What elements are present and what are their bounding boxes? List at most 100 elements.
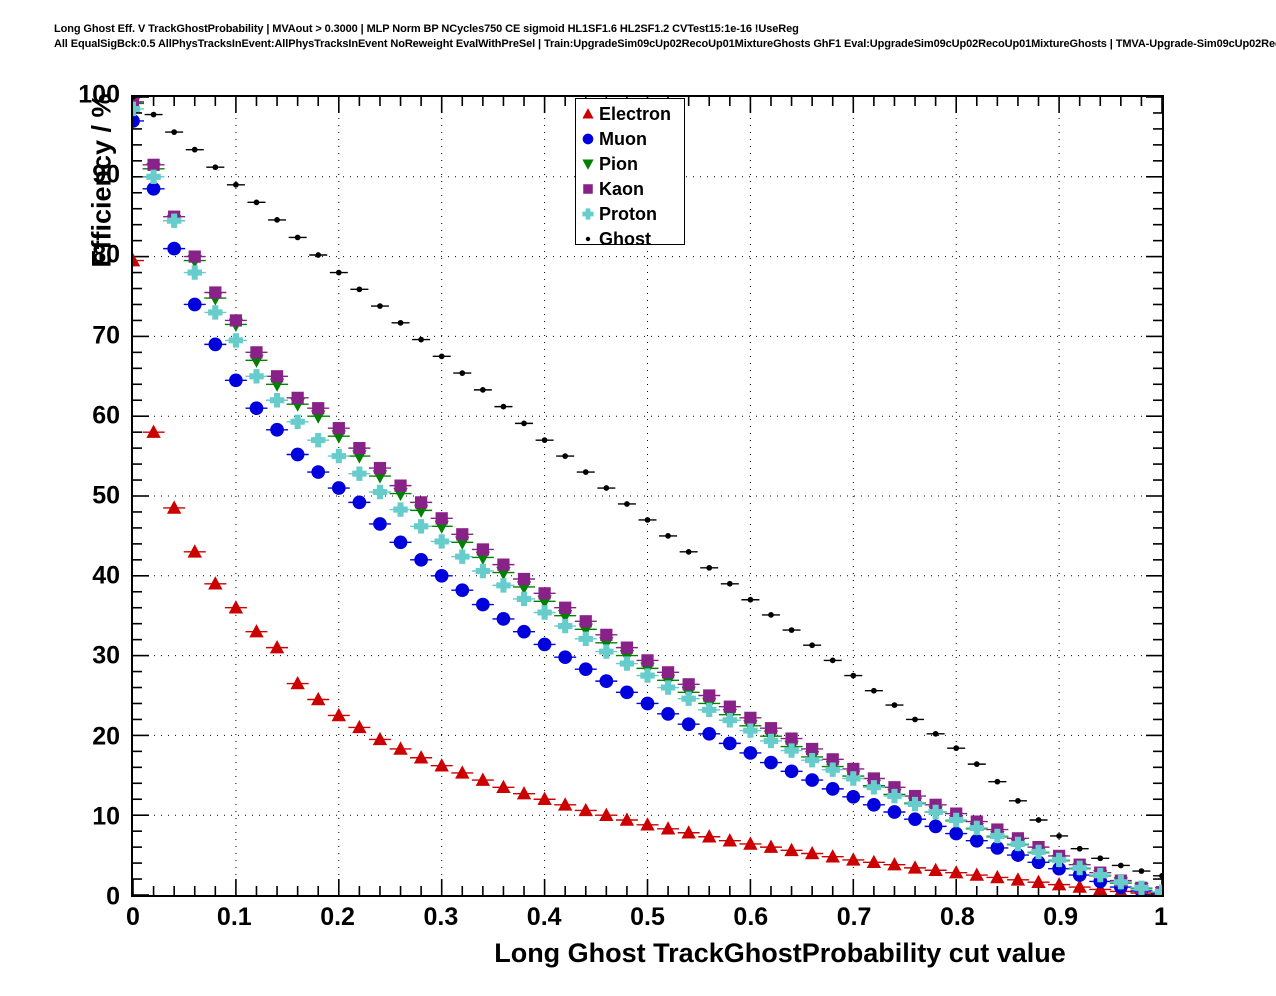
- data-point-marker: [805, 773, 819, 787]
- data-point-marker: [747, 596, 754, 603]
- data-point-marker: [455, 549, 470, 564]
- data-point-marker: [557, 797, 573, 811]
- data-point-marker: [356, 286, 363, 293]
- series-electron: [133, 253, 1162, 895]
- data-point-marker: [516, 786, 532, 800]
- y-tick-label: 60: [92, 401, 120, 430]
- x-tick-label: 0.2: [320, 903, 355, 931]
- legend-entry-muon[interactable]: Muon: [578, 126, 684, 151]
- x-tick-label: 0.8: [940, 903, 975, 931]
- data-point-marker: [311, 432, 326, 448]
- data-point-marker: [353, 442, 366, 455]
- data-point-marker: [311, 691, 326, 706]
- y-tick-label: 30: [92, 641, 120, 670]
- data-point-marker: [1117, 862, 1124, 869]
- data-point-marker: [377, 303, 383, 309]
- cross-marker-icon: [578, 204, 598, 224]
- title-line-2: All EqualSigBck:0.5 AllPhysTracksInEvent…: [54, 38, 1276, 50]
- data-point-marker: [887, 788, 902, 804]
- data-point-marker: [578, 662, 593, 677]
- data-point-marker: [1072, 879, 1087, 893]
- data-point-marker: [1031, 855, 1046, 870]
- data-point-marker: [459, 370, 466, 376]
- data-point-marker: [208, 337, 223, 352]
- data-point-marker: [1031, 844, 1046, 860]
- data-point-marker: [887, 805, 902, 819]
- data-point-marker: [270, 370, 284, 383]
- data-point-marker: [229, 373, 243, 388]
- data-point-marker: [579, 615, 592, 628]
- data-point-marker: [599, 807, 614, 821]
- data-point-marker: [619, 656, 635, 671]
- data-point-marker: [1093, 867, 1108, 883]
- data-point-marker: [583, 183, 593, 194]
- x-tick-label: 0.9: [1043, 903, 1079, 931]
- data-point-marker: [1056, 833, 1062, 839]
- data-point-marker: [496, 612, 511, 626]
- legend-entry-ghost[interactable]: Ghost: [578, 226, 684, 251]
- data-point-marker: [912, 716, 918, 723]
- data-point-marker: [867, 797, 881, 812]
- legend-label: Kaon: [599, 178, 644, 199]
- legend-entry-proton[interactable]: Proton: [578, 201, 684, 226]
- legend-entry-electron[interactable]: Electron: [578, 101, 684, 126]
- y-tick-label: 80: [92, 240, 120, 269]
- data-point-marker: [187, 265, 202, 280]
- data-point-marker: [1011, 848, 1025, 862]
- data-point-marker: [702, 829, 717, 843]
- data-point-marker: [476, 597, 490, 612]
- data-point-marker: [764, 755, 778, 770]
- data-point-marker: [1015, 797, 1021, 804]
- data-point-marker: [500, 403, 507, 410]
- data-point-marker: [253, 199, 260, 206]
- data-point-marker: [270, 422, 284, 437]
- data-point-marker: [438, 353, 445, 360]
- data-point-marker: [619, 812, 635, 826]
- data-point-marker: [537, 605, 552, 620]
- legend-entry-kaon[interactable]: Kaon: [578, 176, 684, 201]
- data-point-marker: [1154, 884, 1162, 895]
- data-point-marker: [393, 502, 408, 517]
- data-point-marker: [208, 305, 223, 320]
- data-point-marker: [133, 101, 141, 117]
- data-point-marker: [250, 346, 263, 359]
- data-point-marker: [1138, 868, 1145, 874]
- data-point-marker: [167, 241, 181, 256]
- legend-entry-pion[interactable]: Pion: [578, 151, 684, 176]
- data-point-marker: [558, 650, 573, 665]
- data-point-marker: [228, 333, 244, 348]
- data-point-marker: [994, 778, 1001, 785]
- data-point-marker: [233, 181, 239, 188]
- data-point-marker: [150, 111, 157, 118]
- data-point-marker: [846, 790, 861, 804]
- data-point-marker: [1010, 836, 1026, 852]
- data-point-marker: [496, 578, 511, 593]
- data-point-marker: [578, 631, 593, 647]
- data-point-marker: [1093, 881, 1108, 895]
- data-point-marker: [681, 825, 696, 839]
- data-point-marker: [764, 722, 778, 735]
- legend-label: Proton: [599, 203, 657, 224]
- data-point-marker: [418, 336, 424, 343]
- data-point-marker: [434, 534, 449, 549]
- data-point-marker: [332, 422, 345, 435]
- data-point-marker: [907, 796, 923, 812]
- circle-marker-icon: [578, 129, 598, 149]
- data-point-marker: [660, 680, 676, 695]
- data-point-marker: [352, 719, 367, 734]
- data-point-marker: [871, 687, 877, 694]
- data-point-marker: [414, 553, 428, 567]
- data-point-marker: [763, 733, 779, 749]
- data-point-marker: [969, 833, 984, 848]
- data-point-marker: [269, 640, 285, 654]
- data-point-marker: [829, 657, 836, 664]
- data-point-marker: [973, 761, 980, 767]
- x-tick-label: 0.7: [836, 903, 872, 931]
- data-point-marker: [312, 402, 325, 415]
- data-point-marker: [335, 269, 342, 276]
- data-point-marker: [600, 628, 613, 641]
- data-point-marker: [582, 159, 594, 170]
- data-point-marker: [682, 678, 695, 691]
- data-point-marker: [744, 711, 757, 724]
- data-point-marker: [949, 865, 964, 879]
